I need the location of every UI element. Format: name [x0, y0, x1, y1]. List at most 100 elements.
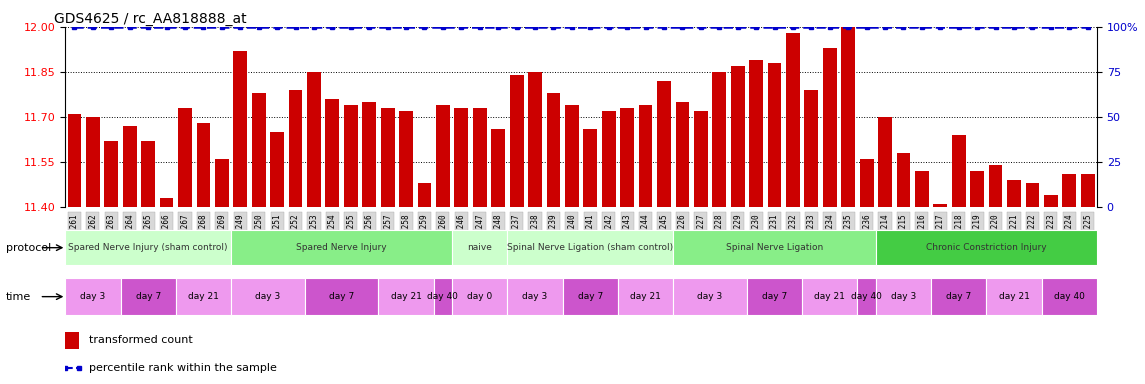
Text: day 21: day 21 [814, 292, 845, 301]
Bar [712, 72, 726, 207]
Text: day 21: day 21 [998, 292, 1029, 301]
Bar [436, 105, 450, 207]
Bar [507, 278, 562, 315]
Bar [141, 141, 155, 207]
Text: day 0: day 0 [467, 292, 492, 301]
Bar [639, 105, 653, 207]
Bar [400, 111, 413, 207]
Text: time: time [6, 291, 31, 302]
Text: day 40: day 40 [851, 292, 882, 301]
Text: Chronic Constriction Injury: Chronic Constriction Injury [926, 243, 1047, 252]
Bar [562, 278, 618, 315]
Bar [434, 278, 452, 315]
Bar [842, 24, 855, 207]
Bar [231, 278, 305, 315]
Bar [452, 230, 507, 265]
Text: percentile rank within the sample: percentile rank within the sample [89, 363, 277, 373]
Text: Spinal Nerve Ligation: Spinal Nerve Ligation [726, 243, 823, 252]
Bar [120, 278, 176, 315]
Text: day 40: day 40 [427, 292, 458, 301]
Bar [584, 129, 598, 207]
Bar [621, 108, 634, 207]
Bar [1042, 278, 1097, 315]
Text: day 7: day 7 [329, 292, 354, 301]
Bar [676, 102, 689, 207]
Bar [176, 278, 231, 315]
Bar [491, 129, 505, 207]
Bar [876, 278, 931, 315]
Text: GDS4625 / rc_AA818888_at: GDS4625 / rc_AA818888_at [54, 12, 246, 25]
Bar [344, 105, 357, 207]
Bar [915, 171, 929, 207]
Bar [694, 111, 708, 207]
Bar [528, 72, 542, 207]
Bar [749, 60, 763, 207]
Bar [379, 278, 434, 315]
Text: day 3: day 3 [522, 292, 547, 301]
Bar [860, 159, 874, 207]
Bar [876, 230, 1097, 265]
Bar [1081, 174, 1095, 207]
Text: Spinal Nerve Ligation (sham control): Spinal Nerve Ligation (sham control) [507, 243, 673, 252]
Bar [510, 75, 523, 207]
Text: day 7: day 7 [761, 292, 787, 301]
Bar [803, 278, 858, 315]
Bar [970, 171, 984, 207]
Bar [1008, 180, 1021, 207]
Text: Spared Nerve Injury: Spared Nerve Injury [297, 243, 387, 252]
Bar [86, 117, 100, 207]
Bar [951, 135, 965, 207]
Text: day 3: day 3 [255, 292, 281, 301]
Bar [381, 108, 395, 207]
Bar [618, 278, 673, 315]
Bar [673, 278, 747, 315]
Text: transformed count: transformed count [89, 335, 194, 345]
Bar [234, 51, 247, 207]
Bar [1026, 183, 1040, 207]
Bar [731, 66, 744, 207]
Bar [123, 126, 136, 207]
Bar [179, 108, 192, 207]
Text: day 21: day 21 [390, 292, 421, 301]
Text: Spared Nerve Injury (sham control): Spared Nerve Injury (sham control) [69, 243, 228, 252]
Text: day 3: day 3 [697, 292, 722, 301]
Bar [197, 123, 211, 207]
Bar [546, 93, 560, 207]
Bar [767, 63, 781, 207]
Text: day 7: day 7 [135, 292, 160, 301]
Text: day 21: day 21 [630, 292, 661, 301]
Bar [362, 102, 377, 207]
Bar [455, 108, 468, 207]
Bar [104, 141, 118, 207]
Text: day 40: day 40 [1053, 292, 1084, 301]
Bar [747, 278, 803, 315]
Bar [564, 105, 578, 207]
Bar [673, 230, 876, 265]
Bar [1063, 174, 1076, 207]
Bar [159, 198, 174, 207]
Bar [988, 165, 1003, 207]
Bar [805, 90, 819, 207]
Bar [65, 332, 79, 349]
Text: protocol: protocol [6, 243, 52, 253]
Bar [602, 111, 616, 207]
Text: naive: naive [467, 243, 492, 252]
Bar [858, 278, 876, 315]
Bar [473, 108, 487, 207]
Bar [657, 81, 671, 207]
Bar [1044, 195, 1058, 207]
Bar [785, 33, 800, 207]
Bar [215, 159, 229, 207]
Bar [507, 230, 673, 265]
Bar [933, 204, 947, 207]
Bar [823, 48, 837, 207]
Text: day 3: day 3 [80, 292, 105, 301]
Bar [231, 230, 452, 265]
Bar [325, 99, 339, 207]
Bar [986, 278, 1042, 315]
Bar [65, 230, 231, 265]
Bar [289, 90, 302, 207]
Bar [68, 114, 81, 207]
Bar [307, 72, 321, 207]
Text: day 7: day 7 [946, 292, 971, 301]
